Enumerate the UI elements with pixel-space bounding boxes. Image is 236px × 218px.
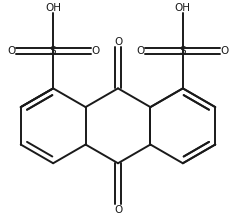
Text: O: O: [221, 46, 229, 56]
Text: O: O: [137, 46, 145, 56]
Text: O: O: [91, 46, 99, 56]
Text: S: S: [50, 46, 56, 56]
Text: OH: OH: [175, 3, 191, 13]
Text: O: O: [7, 46, 15, 56]
Text: O: O: [114, 37, 122, 47]
Text: OH: OH: [45, 3, 61, 13]
Text: S: S: [180, 46, 186, 56]
Text: O: O: [114, 205, 122, 215]
